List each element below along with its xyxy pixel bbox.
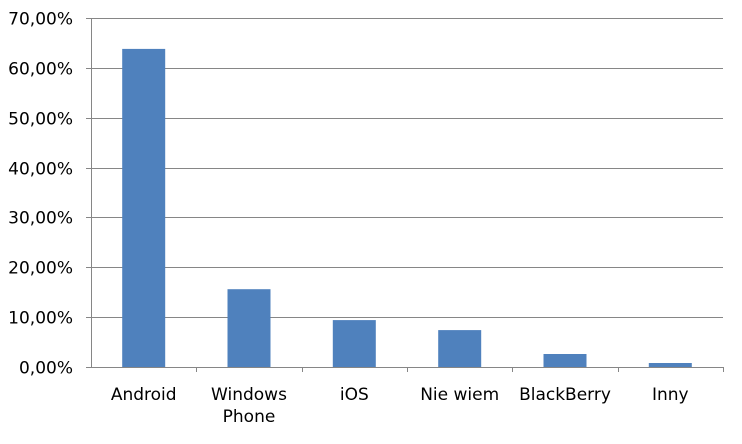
- bar-nie-wiem: [438, 330, 482, 367]
- y-tick-label: 60,00%: [8, 60, 73, 80]
- y-tick-labels: 0,00% 10,00% 20,00% 30,00% 40,00% 50,00% 60,00…: [8, 10, 73, 379]
- bar-blackberry: [543, 354, 587, 367]
- y-tick-label: 30,00%: [8, 209, 73, 229]
- bar-ios: [332, 320, 376, 367]
- x-tick-label: Nie wiem: [420, 385, 499, 405]
- y-tick-label: 40,00%: [8, 160, 73, 180]
- bar-inny: [648, 363, 692, 367]
- y-tick-label: 0,00%: [19, 359, 73, 379]
- y-tick-label: 20,00%: [8, 259, 73, 279]
- x-tick-label: Inny: [652, 385, 689, 405]
- x-tick-labels: Android Windows Phone iOS Nie wiem BlackBerry…: [111, 385, 689, 427]
- bars: [122, 48, 692, 368]
- x-tick-label: iOS: [340, 385, 369, 405]
- x-tick-label: Windows Phone: [211, 385, 287, 427]
- x-tick-label: BlackBerry: [519, 385, 611, 405]
- y-tick-label: 70,00%: [8, 10, 73, 30]
- bar-android: [122, 48, 166, 368]
- x-tick-label: Android: [111, 385, 177, 405]
- y-tick-label: 50,00%: [8, 110, 73, 130]
- gridlines: [91, 18, 723, 318]
- axes: [86, 18, 724, 372]
- bar-windows-phone: [227, 289, 271, 367]
- y-tick-label: 10,00%: [8, 309, 73, 329]
